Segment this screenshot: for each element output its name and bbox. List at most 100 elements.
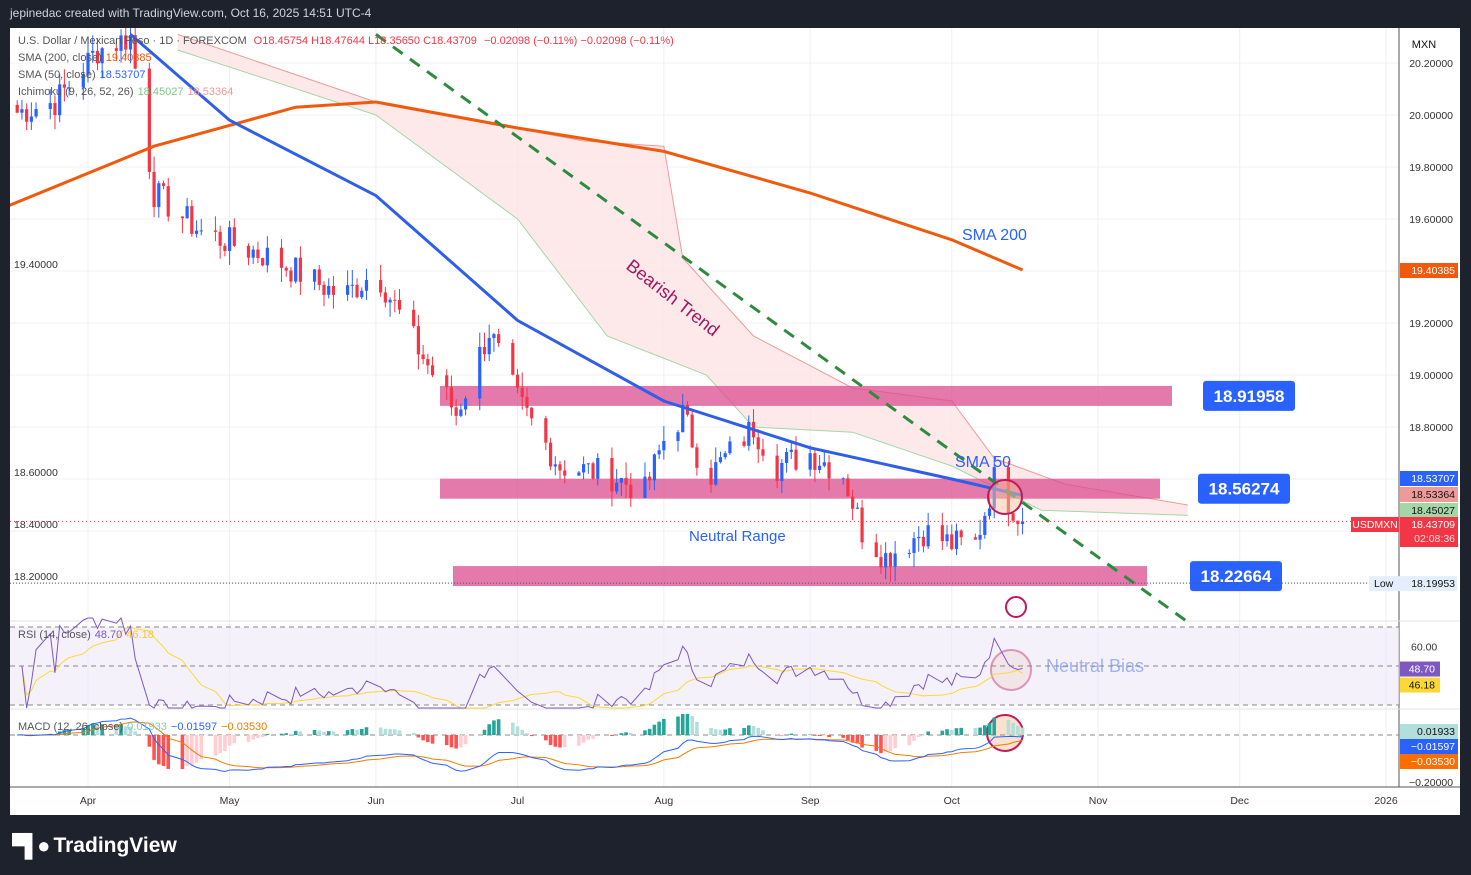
rsi-line	[21, 617, 1023, 709]
zone-label: 18.91958	[1214, 387, 1285, 406]
y-tick-label: 18.40000	[14, 519, 58, 531]
candle	[388, 297, 392, 317]
candle	[25, 103, 29, 131]
macd-hist-bar	[529, 735, 534, 737]
macd-hist-bar	[152, 735, 156, 760]
candle-body	[983, 515, 987, 535]
candle-body	[544, 418, 548, 443]
macd-hist-bar	[662, 718, 666, 735]
price-label-box	[1400, 503, 1458, 518]
macd-hist-bar	[322, 731, 326, 735]
candle	[322, 281, 326, 307]
macd-hist-bar	[364, 727, 369, 735]
legend-ichimoku[interactable]: Ichimoku (9, 26, 52, 26) 18.45027 18.53364	[18, 86, 237, 98]
candle	[298, 246, 302, 296]
macd-hist-bar	[940, 730, 945, 735]
candle	[48, 89, 52, 120]
candle-body	[728, 441, 732, 454]
candle	[822, 450, 826, 468]
candle	[397, 288, 402, 315]
candle-body	[917, 536, 921, 539]
price-label: 18.53364	[1411, 489, 1455, 501]
macd-hist-bar	[907, 735, 912, 746]
macd-hist-bar	[383, 728, 388, 735]
macd-hist-bar	[647, 728, 652, 735]
legend-rsi[interactable]: RSI (14, close) 48.70 46.18	[18, 629, 158, 641]
candle	[421, 344, 425, 365]
legend-macd[interactable]: MACD (12, 26, close) 0.01933 −0.01597 −0.03…	[18, 721, 271, 733]
candle-body	[29, 116, 33, 122]
macd-hist-bar	[218, 735, 222, 754]
macd-hist-bar	[973, 727, 978, 735]
candle-body	[525, 396, 529, 408]
candle-body	[124, 35, 128, 50]
candle	[808, 445, 812, 477]
chart-canvas[interactable]: 20.20000 20.00000 19.80000 19.60000 19.40000…	[10, 28, 1460, 815]
candle	[355, 278, 359, 299]
candle-body	[119, 35, 123, 51]
macd-hist-bar	[916, 735, 921, 738]
x-tick-label: Jun	[367, 795, 384, 807]
candle-body	[20, 109, 24, 113]
candle-body	[62, 84, 66, 88]
macd-hist-bar	[629, 732, 633, 735]
candle-body	[775, 455, 779, 481]
macd-signal-value: −0.03530	[221, 721, 268, 733]
candle-body	[1011, 513, 1015, 521]
x-tick-label: 2026	[1374, 795, 1398, 807]
macd-hist-bar	[95, 724, 100, 735]
candle-body	[926, 525, 930, 547]
macd-hist-bar	[718, 729, 723, 735]
tradingview-logo[interactable]: ▀▌● TradingView	[12, 833, 177, 859]
candle-body	[987, 508, 992, 516]
candle	[1016, 520, 1020, 536]
candle	[553, 456, 557, 476]
candle	[525, 387, 529, 417]
macd-hist-bar	[331, 731, 336, 735]
legend-sma200[interactable]: SMA (200, close) 19.40385	[18, 52, 156, 64]
candle-body	[950, 534, 954, 550]
macd-line-value: −0.01597	[170, 721, 218, 733]
candle-body	[855, 507, 859, 509]
candle-body	[454, 407, 458, 416]
candle-body	[553, 464, 557, 467]
candle	[761, 438, 765, 462]
candle	[756, 429, 760, 464]
sma200-line	[10, 100, 1024, 272]
candle-body	[492, 334, 496, 338]
candle	[652, 453, 656, 491]
candle-body	[194, 230, 199, 234]
candle	[459, 403, 463, 418]
candle	[813, 449, 817, 483]
candle	[327, 278, 331, 299]
rsi-tick: 60.00	[1411, 642, 1437, 654]
macd-hist-bar	[67, 729, 71, 735]
candle-body	[161, 183, 166, 187]
candle	[29, 102, 33, 131]
macd-hist-bar	[643, 730, 647, 735]
legend-sma50[interactable]: SMA (50, close) 18.53707	[18, 69, 150, 81]
candle-body	[624, 477, 628, 485]
legend-symbol[interactable]: U.S. Dollar / Mexican Peso · 1D · FOREXC…	[18, 35, 247, 47]
macd-hist-bar	[463, 735, 468, 745]
macd-hist-bar	[100, 724, 104, 735]
candle-body	[945, 534, 949, 542]
x-tick-label: Jul	[511, 795, 524, 807]
macd-label: MACD (12, 26, close)	[18, 721, 124, 733]
candle-body	[747, 421, 751, 446]
macd-hist-bar	[695, 721, 699, 735]
sma50-label: SMA (50, close)	[18, 69, 96, 81]
candle-body	[152, 171, 156, 208]
sma200-annotation: SMA 200	[962, 227, 1027, 244]
candle	[246, 243, 251, 266]
candle	[166, 177, 170, 222]
macd-hist-bar	[293, 730, 298, 735]
candle-body	[808, 453, 812, 470]
low-label: Low	[1374, 578, 1394, 590]
candle	[119, 29, 123, 63]
macd-hist-bar	[954, 728, 959, 735]
macd-hist-bar	[133, 731, 137, 735]
candle-body	[86, 52, 90, 75]
candle-body	[742, 441, 746, 446]
candle	[185, 198, 189, 219]
